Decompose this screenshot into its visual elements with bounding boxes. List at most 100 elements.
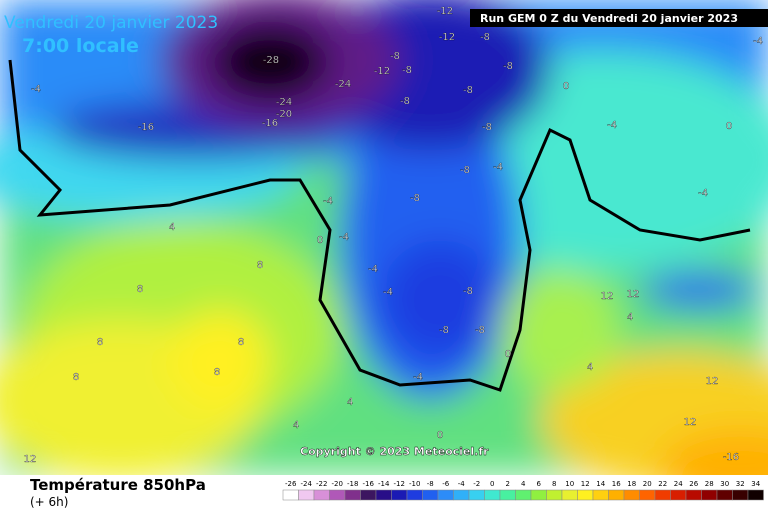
contour-label: -4 xyxy=(493,162,503,173)
colorbar-swatch xyxy=(499,489,516,501)
contour-label: -4 xyxy=(753,36,763,47)
colorbar-swatch xyxy=(561,489,578,501)
contour-label: 4 xyxy=(627,312,633,323)
contour-label: -8 xyxy=(402,65,412,76)
contour-label: 4 xyxy=(293,420,299,431)
contour-label: -8 xyxy=(460,165,470,176)
date: Vendredi 20 janvier 2023 xyxy=(4,13,218,33)
contour-label: -4 xyxy=(339,232,349,243)
contour-label: 0 xyxy=(726,121,732,132)
colorbar-label: 24 xyxy=(674,480,683,488)
colorbar-swatch xyxy=(608,489,625,501)
colorbar-label: 22 xyxy=(658,480,667,488)
colorbar-label: 26 xyxy=(689,480,698,488)
colorbar-swatch xyxy=(282,489,299,501)
colorbar-swatch xyxy=(375,489,392,501)
contour-label: 8 xyxy=(73,372,79,383)
contour-label: -8 xyxy=(480,32,490,43)
colorbar-label: -14 xyxy=(378,480,390,488)
colorbar-label: 10 xyxy=(565,480,574,488)
colorbar-swatch xyxy=(515,489,532,501)
contour-label: 0 xyxy=(437,430,443,441)
contour-label: 12 xyxy=(601,291,614,302)
colorbar-label: 8 xyxy=(552,480,556,488)
colorbar-label: 16 xyxy=(612,480,621,488)
colorbar-swatch xyxy=(453,489,470,501)
colorbar-label: 20 xyxy=(643,480,652,488)
contour-label: -24 xyxy=(335,79,351,90)
time: 7:00 locale xyxy=(22,35,139,57)
footer-title: Température 850hPa xyxy=(30,476,206,494)
colorbar-swatch xyxy=(530,489,547,501)
contour-label: -16 xyxy=(138,122,154,133)
colorbar-label: -4 xyxy=(458,480,466,488)
colorbar-label: 2 xyxy=(506,480,510,488)
colorbar-swatch xyxy=(623,489,640,501)
colorbar-swatch xyxy=(344,489,361,501)
colorbar-label: -6 xyxy=(442,480,450,488)
colorbar-label: 32 xyxy=(736,480,745,488)
contour-label: -16 xyxy=(723,452,739,463)
contour-label: -4 xyxy=(698,188,708,199)
colorbar-swatch xyxy=(546,489,563,501)
contour-label: -8 xyxy=(390,51,400,62)
contour-label: -24 xyxy=(276,97,292,108)
colorbar-label: -8 xyxy=(427,480,434,488)
contour-label: -12 xyxy=(374,66,390,77)
contour-label: 8 xyxy=(137,284,143,295)
colorbar-swatch xyxy=(654,489,671,501)
colorbar-label: 18 xyxy=(627,480,636,488)
colorbar-swatch xyxy=(701,489,718,501)
colorbar-swatch xyxy=(391,489,408,501)
colorbar-label: -20 xyxy=(332,480,343,488)
colorbar-label: -12 xyxy=(394,480,405,488)
contour-label: -16 xyxy=(262,118,278,129)
contour-label: 4 xyxy=(347,397,353,408)
contour-label: 4 xyxy=(169,222,175,233)
colorbar-swatch xyxy=(360,489,377,501)
contour-label: 8 xyxy=(257,260,263,271)
colorbar-label: 30 xyxy=(720,480,729,488)
contour-label: 8 xyxy=(214,367,220,378)
colorbar-swatch xyxy=(329,489,346,501)
contour-label: -4 xyxy=(323,196,333,207)
colorbar-swatch xyxy=(639,489,656,501)
contour-label: -8 xyxy=(439,325,449,336)
run: Run GEM 0 Z du Vendredi 20 janvier 2023 xyxy=(480,12,738,25)
colorbar-label: 34 xyxy=(751,480,760,488)
colorbar-swatch xyxy=(437,489,454,501)
colorbar-swatch xyxy=(592,489,609,501)
contour-label: -8 xyxy=(503,61,513,72)
colorbar-swatch xyxy=(716,489,733,501)
colorbar-swatch xyxy=(468,489,485,501)
run-banner xyxy=(470,9,768,27)
contour-label: -8 xyxy=(410,193,420,204)
contour-label: -12 xyxy=(439,32,455,43)
colorbar-swatch xyxy=(484,489,501,501)
colorbar-label: -2 xyxy=(473,480,480,488)
colorbar-label: -24 xyxy=(301,480,313,488)
contour-label: 12 xyxy=(706,376,719,387)
contour-label: -4 xyxy=(383,287,393,298)
contour-label: 12 xyxy=(24,454,37,465)
contour-label: -4 xyxy=(413,372,423,383)
colorbar-label: 14 xyxy=(596,480,605,488)
contour-label: -4 xyxy=(31,84,41,95)
colorbar-label: -26 xyxy=(285,480,297,488)
colorbar-label: -18 xyxy=(347,480,358,488)
colorbar-swatch xyxy=(313,489,330,501)
contour-label: 0 xyxy=(317,235,323,246)
contour-label: -20 xyxy=(276,109,292,120)
contour-label: 4 xyxy=(587,362,593,373)
contour-label: -28 xyxy=(263,55,279,66)
contour-label: -8 xyxy=(463,85,473,96)
contour-label: -8 xyxy=(400,96,410,107)
lead-time: (+ 6h) xyxy=(30,495,68,509)
colorbar-swatch xyxy=(732,489,749,501)
colorbar-label: -10 xyxy=(409,480,420,488)
colorbar-swatch xyxy=(670,489,687,501)
colorbar-swatch xyxy=(422,489,439,501)
contour-label: -4 xyxy=(607,120,617,131)
contour-label: -4 xyxy=(368,264,378,275)
